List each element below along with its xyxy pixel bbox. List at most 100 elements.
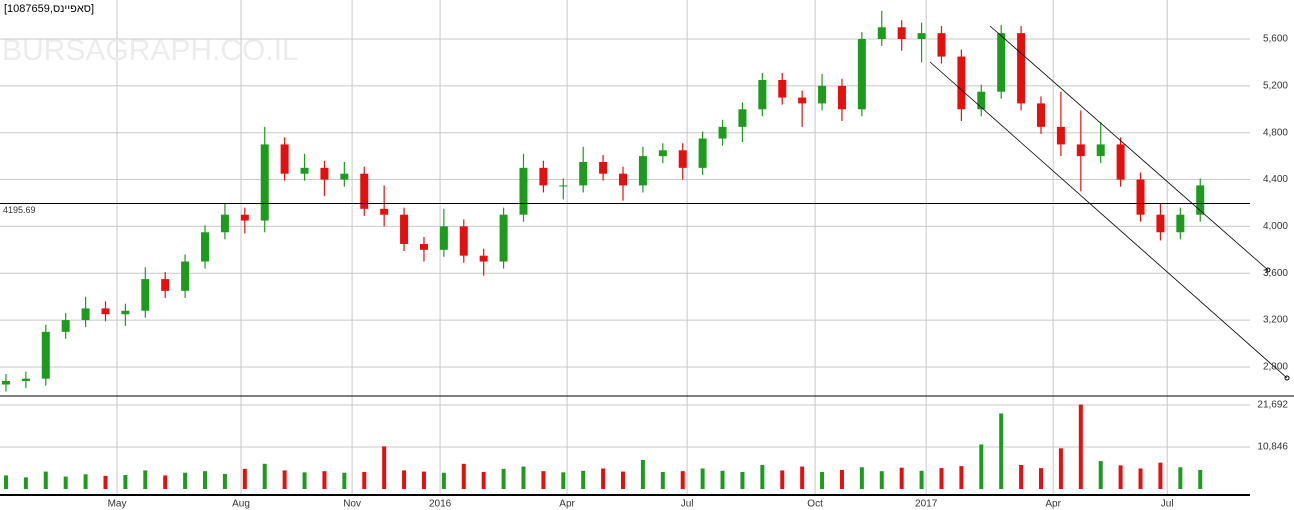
- candle-body: [240, 214, 249, 221]
- watermark: BURSAGRAPH.CO.IL: [2, 34, 299, 67]
- volume-bar: [859, 467, 864, 489]
- y-tick-label: 5,200: [1263, 80, 1288, 91]
- volume-bar: [839, 470, 844, 489]
- candle-body: [997, 33, 1006, 92]
- volume-bar: [640, 459, 645, 489]
- volume-bar: [282, 470, 287, 489]
- candle-body: [419, 243, 428, 250]
- candle-body: [499, 214, 508, 262]
- y-tick-label: 2,800: [1263, 362, 1288, 373]
- x-tick-label: Apr: [559, 499, 575, 510]
- trend-line: [929, 61, 1288, 379]
- volume-bar: [760, 464, 765, 489]
- candle-body: [1076, 144, 1085, 157]
- x-tick-label: Oct: [807, 499, 823, 510]
- candle-body: [1156, 214, 1165, 233]
- candle-body: [937, 33, 946, 57]
- candle-body: [300, 167, 309, 174]
- candle-body: [1196, 185, 1205, 215]
- volume-bar: [700, 468, 705, 489]
- volume-bar: [1158, 462, 1163, 489]
- candle-body: [479, 255, 488, 262]
- candle-body: [21, 378, 30, 382]
- candle-body: [798, 97, 807, 104]
- candle-body: [1176, 214, 1185, 233]
- candle-body: [61, 320, 70, 332]
- volume-bar: [402, 470, 407, 489]
- y-tick-label: 5,600: [1263, 34, 1288, 45]
- candle-body: [818, 85, 827, 104]
- volume-bar: [123, 475, 128, 489]
- volume-bar: [1019, 464, 1024, 489]
- candle-body: [877, 27, 886, 40]
- candle-body: [778, 79, 787, 98]
- candle-body: [41, 331, 50, 379]
- candle-body: [1096, 144, 1105, 157]
- candle-body: [320, 167, 329, 180]
- volume-bar: [1098, 461, 1103, 489]
- volume-bar: [103, 475, 108, 489]
- candle-body: [857, 39, 866, 110]
- volume-bar: [879, 471, 884, 489]
- candle-body: [738, 109, 747, 127]
- volume-bar: [680, 471, 685, 489]
- candle-body: [957, 56, 966, 110]
- volume-bar: [740, 471, 745, 489]
- candle-body: [658, 150, 667, 157]
- candle-body: [1116, 144, 1125, 180]
- volume-bar: [1198, 470, 1203, 489]
- y2-tick-label: 10,846: [1257, 442, 1288, 453]
- candle-body: [1056, 126, 1065, 145]
- candle-body: [280, 144, 289, 174]
- volume-bar: [143, 470, 148, 489]
- candle-body: [380, 208, 389, 215]
- volume-bar: [481, 471, 486, 489]
- candle-body: [201, 232, 210, 262]
- volume-bar: [660, 471, 665, 489]
- volume-bar: [302, 472, 307, 489]
- volume-bar: [203, 471, 208, 489]
- volume-bar: [521, 466, 526, 489]
- volume-bar: [1058, 448, 1063, 489]
- volume-bar: [262, 463, 267, 489]
- y-tick-label: 3,200: [1263, 315, 1288, 326]
- candle-body: [161, 279, 170, 291]
- volume-bar: [800, 466, 805, 489]
- candle-body: [400, 214, 409, 244]
- volume-bar: [222, 473, 227, 489]
- volume-bar: [720, 470, 725, 489]
- candle-body: [459, 226, 468, 256]
- volume-bar: [43, 471, 48, 489]
- x-tick-label: Aug: [232, 499, 250, 510]
- candle-body: [220, 214, 229, 233]
- volume-bar: [581, 470, 586, 489]
- marks: [1, 10, 1205, 489]
- candle-body: [897, 27, 906, 40]
- candle-body: [1136, 179, 1145, 215]
- candle-body: [101, 308, 110, 315]
- candle-body: [340, 173, 349, 180]
- candle-body: [519, 167, 528, 215]
- y-tick-label: 4,400: [1263, 174, 1288, 185]
- x-tick-label: May: [108, 499, 127, 510]
- volume-bar: [3, 475, 8, 489]
- candle-body: [181, 261, 190, 291]
- volume-bar: [441, 472, 446, 489]
- candle-body: [1017, 33, 1026, 104]
- volume-bar: [421, 471, 426, 489]
- volume-bar: [1178, 467, 1183, 489]
- y-tick-label: 4,000: [1263, 221, 1288, 232]
- volume-bar: [1078, 404, 1083, 489]
- candle-body: [638, 156, 647, 186]
- trend-handle: [1265, 267, 1271, 273]
- x-tick-label: Jul: [1161, 499, 1174, 510]
- candle-body: [917, 33, 926, 40]
- volume-bar: [362, 471, 367, 489]
- y-tick-label: 4,800: [1263, 127, 1288, 138]
- volume-bar: [899, 467, 904, 489]
- candle-body: [121, 310, 130, 315]
- volume-bar: [322, 471, 327, 489]
- candle-body: [599, 161, 608, 174]
